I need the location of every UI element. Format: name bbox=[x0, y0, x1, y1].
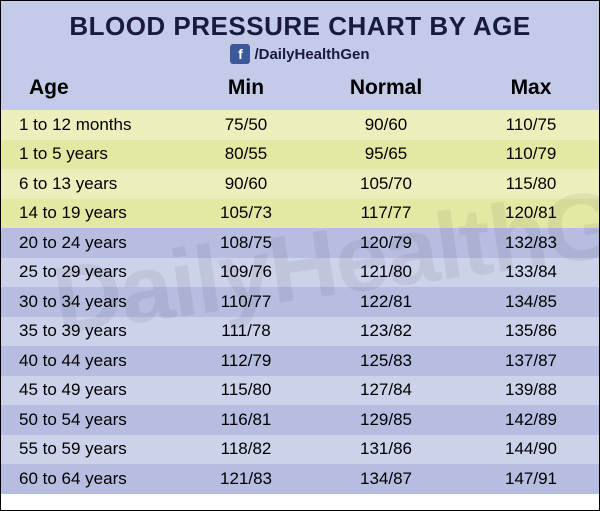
cell-age: 14 to 19 years bbox=[1, 203, 181, 223]
table-row: 40 to 44 years112/79125/83137/87 bbox=[1, 346, 599, 376]
cell-normal: 129/85 bbox=[311, 410, 461, 430]
cell-max: 115/80 bbox=[461, 174, 600, 194]
cell-age: 40 to 44 years bbox=[1, 351, 181, 371]
facebook-icon: f bbox=[230, 44, 250, 64]
chart-header: BLOOD PRESSURE CHART BY AGE f /DailyHeal… bbox=[1, 1, 599, 68]
cell-age: 25 to 29 years bbox=[1, 262, 181, 282]
chart-title: BLOOD PRESSURE CHART BY AGE bbox=[1, 11, 599, 42]
social-row: f /DailyHealthGen bbox=[1, 44, 599, 64]
table-row: 45 to 49 years115/80127/84139/88 bbox=[1, 376, 599, 406]
cell-age: 1 to 12 months bbox=[1, 115, 181, 135]
cell-normal: 122/81 bbox=[311, 292, 461, 312]
cell-normal: 123/82 bbox=[311, 321, 461, 341]
cell-min: 109/76 bbox=[181, 262, 311, 282]
cell-max: 134/85 bbox=[461, 292, 600, 312]
cell-normal: 117/77 bbox=[311, 203, 461, 223]
cell-age: 55 to 59 years bbox=[1, 439, 181, 459]
cell-max: 139/88 bbox=[461, 380, 600, 400]
cell-age: 35 to 39 years bbox=[1, 321, 181, 341]
bp-table: Age Min Normal Max 1 to 12 months75/5090… bbox=[1, 68, 599, 494]
cell-max: 142/89 bbox=[461, 410, 600, 430]
cell-max: 144/90 bbox=[461, 439, 600, 459]
cell-normal: 95/65 bbox=[311, 144, 461, 164]
cell-max: 135/86 bbox=[461, 321, 600, 341]
table-row: 1 to 5 years80/5595/65110/79 bbox=[1, 140, 599, 170]
table-row: 50 to 54 years116/81129/85142/89 bbox=[1, 405, 599, 435]
cell-min: 75/50 bbox=[181, 115, 311, 135]
cell-normal: 125/83 bbox=[311, 351, 461, 371]
cell-min: 80/55 bbox=[181, 144, 311, 164]
cell-age: 50 to 54 years bbox=[1, 410, 181, 430]
table-header-row: Age Min Normal Max bbox=[1, 68, 599, 110]
cell-age: 1 to 5 years bbox=[1, 144, 181, 164]
cell-age: 30 to 34 years bbox=[1, 292, 181, 312]
cell-max: 137/87 bbox=[461, 351, 600, 371]
table-row: 1 to 12 months75/5090/60110/75 bbox=[1, 110, 599, 140]
table-row: 55 to 59 years118/82131/86144/90 bbox=[1, 435, 599, 465]
cell-max: 110/79 bbox=[461, 144, 600, 164]
col-normal: Normal bbox=[311, 76, 461, 100]
cell-min: 121/83 bbox=[181, 469, 311, 489]
cell-normal: 121/80 bbox=[311, 262, 461, 282]
cell-max: 147/91 bbox=[461, 469, 600, 489]
table-row: 14 to 19 years105/73117/77120/81 bbox=[1, 199, 599, 229]
cell-age: 45 to 49 years bbox=[1, 380, 181, 400]
table-row: 20 to 24 years108/75120/79132/83 bbox=[1, 228, 599, 258]
table-row: 6 to 13 years90/60105/70115/80 bbox=[1, 169, 599, 199]
cell-normal: 105/70 bbox=[311, 174, 461, 194]
chart-page: DailyHealthGen BLOOD PRESSURE CHART BY A… bbox=[0, 0, 600, 511]
cell-min: 110/77 bbox=[181, 292, 311, 312]
cell-normal: 90/60 bbox=[311, 115, 461, 135]
cell-min: 105/73 bbox=[181, 203, 311, 223]
cell-min: 118/82 bbox=[181, 439, 311, 459]
table-row: 60 to 64 years121/83134/87147/91 bbox=[1, 464, 599, 494]
table-row: 35 to 39 years111/78123/82135/86 bbox=[1, 317, 599, 347]
table-row: 30 to 34 years110/77122/81134/85 bbox=[1, 287, 599, 317]
cell-min: 90/60 bbox=[181, 174, 311, 194]
social-handle: /DailyHealthGen bbox=[254, 46, 369, 63]
table-body: 1 to 12 months75/5090/60110/751 to 5 yea… bbox=[1, 110, 599, 494]
cell-normal: 120/79 bbox=[311, 233, 461, 253]
cell-normal: 134/87 bbox=[311, 469, 461, 489]
cell-age: 60 to 64 years bbox=[1, 469, 181, 489]
cell-max: 133/84 bbox=[461, 262, 600, 282]
cell-min: 112/79 bbox=[181, 351, 311, 371]
cell-max: 132/83 bbox=[461, 233, 600, 253]
col-age: Age bbox=[1, 76, 181, 100]
col-min: Min bbox=[181, 76, 311, 100]
cell-normal: 131/86 bbox=[311, 439, 461, 459]
cell-min: 116/81 bbox=[181, 410, 311, 430]
col-max: Max bbox=[461, 76, 600, 100]
cell-max: 120/81 bbox=[461, 203, 600, 223]
cell-min: 108/75 bbox=[181, 233, 311, 253]
cell-normal: 127/84 bbox=[311, 380, 461, 400]
cell-age: 6 to 13 years bbox=[1, 174, 181, 194]
cell-age: 20 to 24 years bbox=[1, 233, 181, 253]
cell-max: 110/75 bbox=[461, 115, 600, 135]
cell-min: 111/78 bbox=[181, 321, 311, 341]
table-row: 25 to 29 years109/76121/80133/84 bbox=[1, 258, 599, 288]
cell-min: 115/80 bbox=[181, 380, 311, 400]
